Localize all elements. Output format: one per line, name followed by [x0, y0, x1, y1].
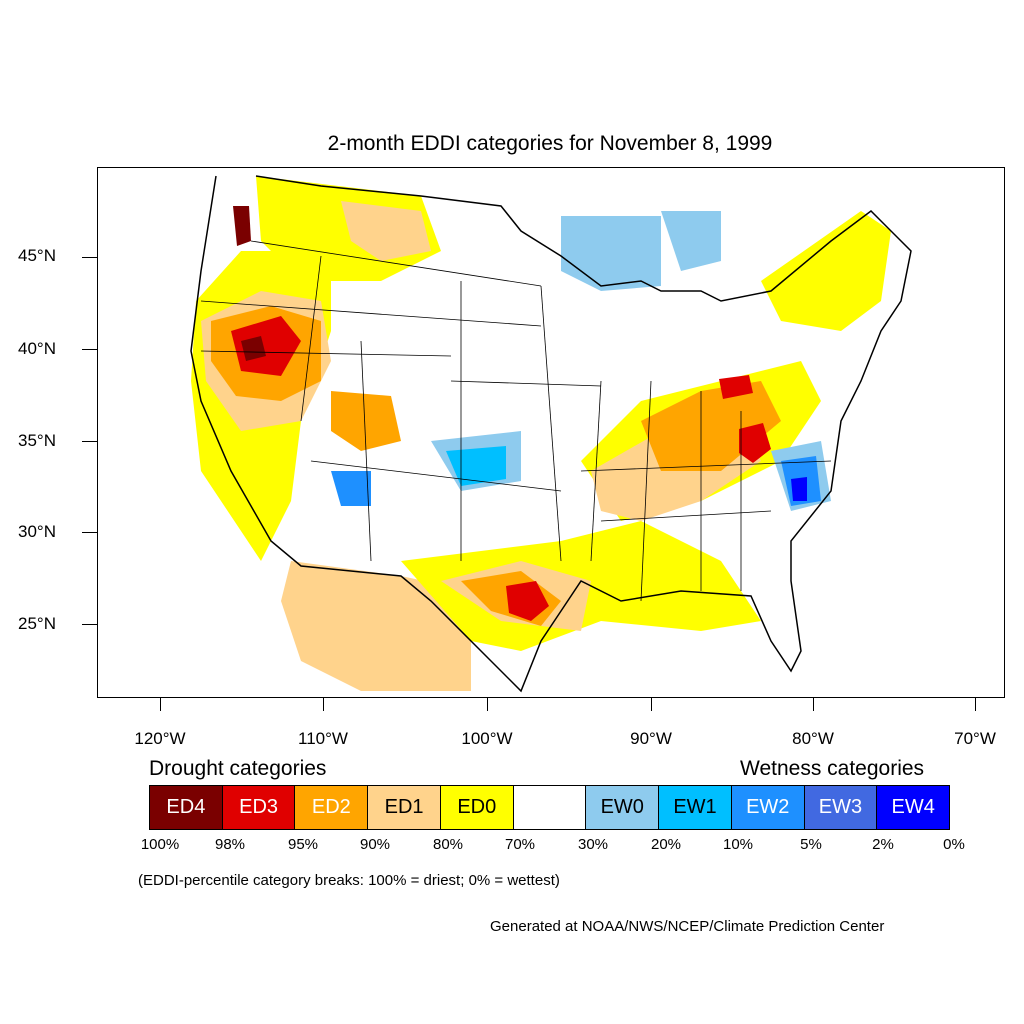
map-fill-ew4-carolinas [791, 477, 807, 501]
map-fill-ed3-northern-great-basin [231, 316, 301, 376]
us-outline [190, 175, 912, 693]
legend-ed2: ED2 [295, 786, 369, 829]
percentile-break: 100% [140, 836, 180, 853]
map-fill-ew0-lake-superior [561, 216, 661, 291]
percentile-break: 20% [650, 836, 682, 853]
map-fill-ed3-appalachians [739, 423, 771, 463]
map-fill-ed1-montana [341, 201, 431, 261]
lon-tick [975, 697, 976, 711]
lon-tick [487, 697, 488, 711]
legend-neutral [513, 786, 587, 829]
map-fill-ed1-southwest [281, 561, 471, 691]
lat-tick [82, 349, 97, 350]
lon-tick [323, 697, 324, 711]
percentile-break: 30% [577, 836, 609, 853]
map-title: 2-month EDDI categories for November 8, … [327, 132, 773, 155]
percentile-break: 5% [800, 836, 822, 853]
eddi-map [97, 167, 1005, 698]
legend-ew1: EW1 [659, 786, 732, 829]
lon-tick [160, 697, 161, 711]
percentile-break: 2% [872, 836, 894, 853]
percentile-break: 10% [722, 836, 754, 853]
lat-label-35: 35°N [18, 431, 56, 450]
lon-label-90: 90°W [630, 729, 672, 748]
legend-ed1: ED1 [368, 786, 441, 829]
map-canvas [190, 175, 912, 693]
map-fill-ed4-puget-sound [233, 206, 251, 246]
lon-label-110: 110°W [298, 729, 348, 748]
drought-categories-heading: Drought categories [149, 757, 327, 780]
wetness-categories-heading: Wetness categories [740, 757, 925, 780]
map-fill-ed0-northeast [761, 211, 891, 331]
state-boundaries [200, 240, 832, 602]
percentile-break: 90% [359, 836, 391, 853]
map-fill-ed3-lake-erie [719, 375, 753, 399]
lon-label-120: 120°W [134, 729, 186, 748]
legend-ed4: ED4 [150, 786, 223, 829]
lat-tick [82, 532, 97, 533]
lon-label-100: 100°W [461, 729, 513, 748]
legend-ed0: ED0 [440, 786, 514, 829]
legend-ew0: EW0 [586, 786, 660, 829]
map-fill-ew1-arizona [331, 471, 371, 506]
lat-label-40: 40°N [18, 339, 56, 358]
percentile-break: 95% [287, 836, 319, 853]
map-fill-ew0-north-woods [661, 211, 721, 271]
lat-tick [82, 257, 97, 258]
lat-label-30: 30°N [18, 522, 56, 541]
percentile-break: 80% [432, 836, 464, 853]
legend-ed3: ED3 [222, 786, 296, 829]
lon-tick [813, 697, 814, 711]
lon-label-80: 80°W [792, 729, 834, 748]
category-legend: ED4 ED3 ED2 ED1 ED0 EW0 EW1 EW2 EW3 EW4 [149, 785, 950, 830]
legend-ew2: EW2 [731, 786, 805, 829]
percentile-break: 70% [504, 836, 536, 853]
percentile-break: 98% [214, 836, 246, 853]
map-fill-ed4-oregon [241, 336, 266, 361]
lat-tick [82, 624, 97, 625]
map-fill-ed2-colorado-plateau [331, 391, 401, 451]
lon-label-70: 70°W [954, 729, 996, 748]
percentile-break: 0% [943, 836, 965, 853]
lat-tick [82, 441, 97, 442]
map-fill-ed3-texas [506, 581, 549, 621]
category-breaks-note: (EDDI-percentile category breaks: 100% =… [138, 872, 560, 889]
credit-line: Generated at NOAA/NWS/NCEP/Climate Predi… [490, 918, 885, 935]
legend-ew4: EW4 [877, 786, 950, 829]
lat-label-25: 25°N [18, 614, 56, 633]
lat-label-45: 45°N [18, 246, 56, 265]
lon-tick [651, 697, 652, 711]
legend-ew3: EW3 [804, 786, 878, 829]
